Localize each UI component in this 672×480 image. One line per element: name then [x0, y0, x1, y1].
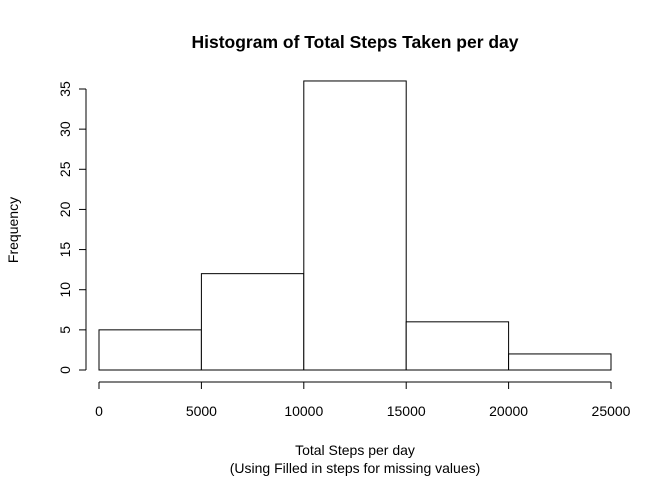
histogram-bar-1 — [200, 273, 305, 371]
x-tick-label-2: 10000 — [284, 403, 323, 419]
bars-layer — [98, 80, 612, 371]
x-tick-label-1: 5000 — [186, 403, 217, 419]
x-axis-label: Total Steps per day — [295, 442, 415, 458]
x-axis-sublabel: (Using Filled in steps for missing value… — [230, 460, 481, 476]
y-tick-label-6: 30 — [57, 121, 73, 137]
histogram-bar-4 — [508, 353, 612, 371]
x-axis: 0 5000 10000 15000 20000 25000 — [95, 381, 631, 419]
histogram-bar-0 — [98, 329, 202, 371]
y-axis-label: Frequency — [5, 197, 21, 263]
chart-title: Histogram of Total Steps Taken per day — [191, 32, 518, 52]
y-axis: 0 5 10 15 20 25 30 35 — [57, 81, 87, 374]
y-tick-label-0: 0 — [57, 366, 73, 374]
y-tick-label-4: 20 — [57, 201, 73, 217]
histogram-bar-3 — [405, 321, 510, 371]
x-tick-label-5: 25000 — [592, 403, 631, 419]
y-tick-label-3: 15 — [57, 242, 73, 258]
y-tick-label-2: 10 — [57, 282, 73, 298]
x-tick-label-4: 20000 — [489, 403, 528, 419]
y-tick-label-5: 25 — [57, 161, 73, 177]
y-tick-label-1: 5 — [57, 326, 73, 334]
x-tick-label-3: 15000 — [387, 403, 426, 419]
y-tick-label-7: 35 — [57, 81, 73, 97]
histogram-bar-2 — [303, 80, 407, 371]
x-tick-label-0: 0 — [95, 403, 103, 419]
